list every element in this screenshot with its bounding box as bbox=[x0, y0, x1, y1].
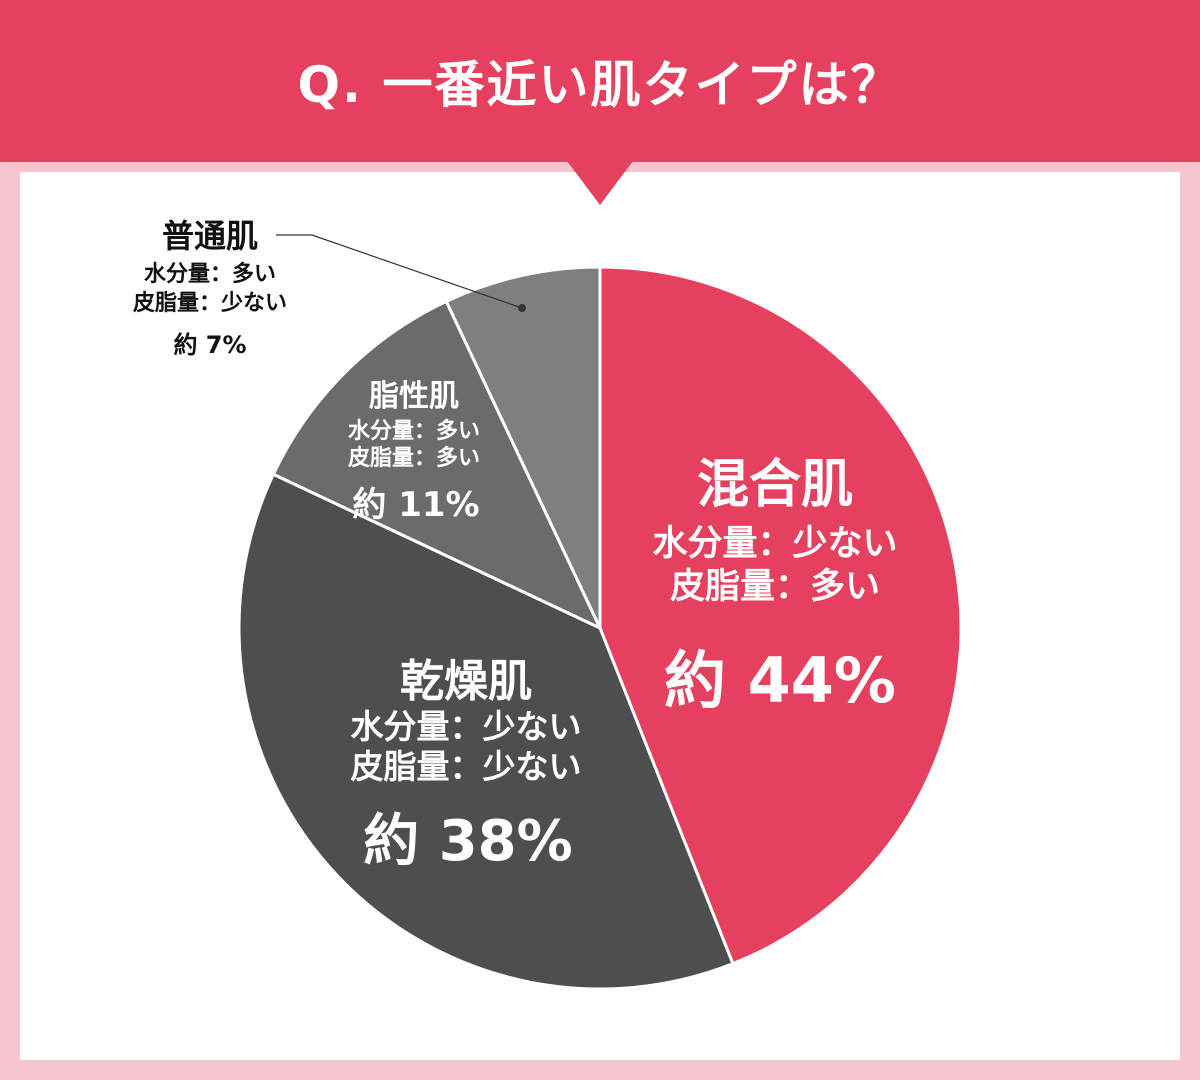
slice-name-label: 脂性肌 bbox=[369, 379, 459, 414]
pie-slice-3 bbox=[271, 299, 602, 630]
label-group-dry-skin: 乾燥肌 水分量：少ない 皮脂量：少ない 約 38% bbox=[351, 656, 582, 874]
page-title: Q. 一番近い肌タイプは？ bbox=[297, 56, 903, 114]
slice-name-label: 普通肌 bbox=[162, 217, 258, 255]
slice-sebum-label: 皮脂量：少ない bbox=[133, 290, 287, 316]
slice-name-label: 混合肌 bbox=[697, 455, 853, 515]
label-group-combination-skin: 混合肌 水分量：少ない 皮脂量：多い 約 44% bbox=[652, 455, 897, 717]
header-pointer bbox=[567, 161, 633, 205]
slice-sebum-label: 皮脂量：多い bbox=[348, 445, 480, 471]
label-group-normal-skin: 普通肌 水分量：多い 皮脂量：少ない 約 7% bbox=[133, 217, 287, 359]
slice-value-label: 約 38% bbox=[363, 809, 573, 874]
slice-moisture-label: 水分量：少ない bbox=[652, 524, 897, 564]
pie-slice-2 bbox=[237, 472, 735, 991]
slice-moisture-label: 水分量：少ない bbox=[351, 707, 582, 746]
slice-value-label: 約 44% bbox=[664, 644, 896, 717]
callout-leader bbox=[276, 234, 526, 312]
label-group-oily-skin: 脂性肌 水分量：多い 皮脂量：多い 約 11% bbox=[348, 379, 480, 525]
slice-sebum-label: 皮脂量：多い bbox=[670, 567, 880, 607]
pie-slice-1 bbox=[598, 265, 963, 966]
slice-name-label: 乾燥肌 bbox=[400, 656, 532, 707]
slice-moisture-label: 水分量：多い bbox=[144, 261, 276, 287]
header-banner bbox=[0, 0, 1200, 162]
slice-value-label: 約 7% bbox=[173, 331, 246, 359]
pie-slices bbox=[237, 265, 963, 991]
slice-value-label: 約 11% bbox=[352, 485, 479, 525]
slice-sebum-label: 皮脂量：少ない bbox=[351, 747, 582, 786]
slice-moisture-label: 水分量：多い bbox=[348, 418, 480, 444]
pie-slice-4 bbox=[444, 265, 602, 630]
